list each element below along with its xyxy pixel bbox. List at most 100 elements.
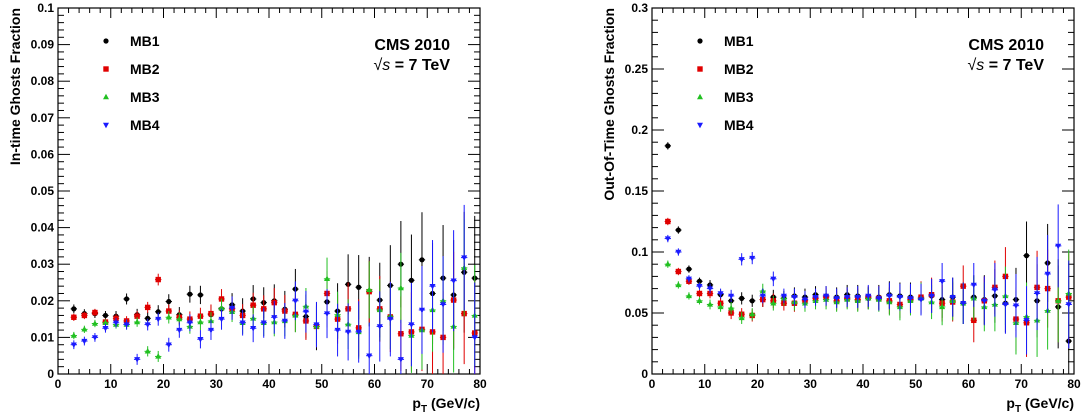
- data-point: [833, 296, 840, 302]
- legend-label-mb3: MB3: [724, 89, 754, 105]
- data-point: [186, 320, 193, 327]
- data-point: [302, 309, 309, 316]
- data-point: [197, 337, 204, 343]
- data-point: [429, 283, 436, 290]
- y-tick-label: 0.04: [31, 221, 55, 235]
- data-point: [875, 296, 882, 302]
- data-point: [707, 301, 714, 307]
- x-tick-label: 70: [1015, 377, 1029, 391]
- data-point: [345, 329, 352, 336]
- data-point: [685, 292, 692, 299]
- data-point: [144, 304, 151, 311]
- data-point: [102, 319, 109, 325]
- y-tick-label: 0.3: [631, 1, 648, 15]
- data-point: [450, 278, 457, 284]
- x-axis-title-unit: (GeV/c): [1021, 395, 1074, 411]
- data-point: [165, 313, 172, 320]
- legend-label-mb2: MB2: [724, 61, 754, 77]
- data-point: [696, 283, 703, 290]
- data-point: [91, 335, 98, 341]
- data-point: [949, 294, 956, 301]
- data-point: [418, 307, 425, 314]
- x-axis-title-unit: (GeV/c): [427, 395, 480, 411]
- data-point: [939, 303, 946, 310]
- x-tick-label: 30: [210, 377, 224, 391]
- data-point: [145, 315, 151, 321]
- data-point: [239, 320, 246, 327]
- data-point: [419, 257, 425, 263]
- data-point: [738, 257, 745, 263]
- legend-label-mb4: MB4: [130, 117, 160, 133]
- data-point: [155, 316, 162, 323]
- y-tick-label: 0.09: [31, 38, 55, 52]
- cms-label: CMS 2010: [968, 37, 1044, 54]
- series-mb4: [664, 204, 1072, 355]
- data-point: [1034, 291, 1041, 297]
- data-point: [166, 298, 172, 305]
- data-point: [1055, 243, 1062, 250]
- data-point: [155, 353, 162, 359]
- cms-label: CMS 2010: [374, 37, 450, 54]
- x-tick-label: 80: [1067, 377, 1081, 391]
- data-point: [696, 290, 703, 297]
- data-point: [397, 357, 404, 363]
- data-point: [144, 322, 151, 328]
- data-point: [387, 316, 394, 323]
- data-point: [812, 294, 819, 301]
- data-point: [675, 227, 681, 233]
- data-point: [334, 327, 341, 334]
- data-point: [408, 277, 415, 283]
- energy-value: = 7 TeV: [984, 57, 1044, 74]
- sqrt-s: √s: [967, 57, 984, 74]
- data-point: [102, 326, 109, 332]
- data-point: [675, 268, 682, 275]
- data-point: [324, 275, 331, 282]
- x-tick-label: 60: [368, 377, 382, 391]
- data-point: [696, 297, 703, 303]
- data-point: [738, 314, 745, 321]
- legend-label-mb4: MB4: [724, 117, 754, 133]
- data-point: [260, 320, 267, 327]
- y-tick-label: 0.1: [631, 245, 648, 259]
- data-point: [356, 284, 362, 290]
- x-tick-label: 10: [698, 377, 712, 391]
- x-axis-title: pT (GeV/c): [412, 395, 480, 415]
- data-point: [728, 304, 735, 311]
- data-point: [281, 318, 288, 325]
- data-point: [313, 322, 320, 328]
- legend-marker-mb2: [103, 66, 109, 72]
- data-point: [675, 281, 682, 288]
- x-axis-title-sub: T: [1015, 404, 1021, 415]
- x-tick-label: 0: [55, 377, 62, 391]
- data-point: [355, 329, 362, 336]
- data-point: [970, 282, 977, 289]
- data-point: [907, 296, 914, 302]
- data-point: [665, 143, 671, 149]
- y-tick-label: 0.15: [625, 184, 649, 198]
- y-tick-label: 0.1: [37, 1, 54, 15]
- y-tick-label: 0.08: [31, 74, 55, 88]
- data-point: [134, 318, 141, 325]
- data-point: [707, 286, 714, 292]
- legend-label-mb2: MB2: [130, 61, 160, 77]
- energy-value: = 7 TeV: [390, 57, 450, 74]
- y-tick-label: 0.25: [625, 62, 649, 76]
- data-point: [134, 313, 140, 319]
- legend-marker-mb1: [697, 38, 703, 44]
- data-point: [991, 287, 998, 294]
- x-tick-label: 20: [751, 377, 765, 391]
- data-point: [886, 293, 893, 300]
- data-point: [665, 218, 671, 225]
- data-point: [376, 324, 383, 330]
- data-point: [324, 311, 331, 317]
- data-point: [155, 276, 161, 283]
- data-point: [1012, 303, 1019, 309]
- legend-marker-mb3: [103, 93, 109, 100]
- x-tick-label: 80: [473, 377, 487, 391]
- data-point: [791, 294, 798, 301]
- data-point: [366, 353, 373, 359]
- data-point: [739, 295, 745, 301]
- data-point: [960, 301, 967, 307]
- data-point: [176, 327, 183, 334]
- data-point: [801, 297, 808, 303]
